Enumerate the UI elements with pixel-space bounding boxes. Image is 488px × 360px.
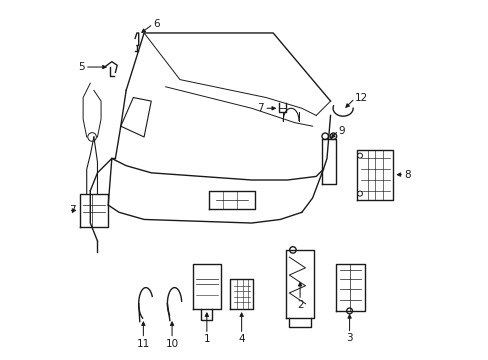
- Text: 4: 4: [238, 334, 244, 344]
- Text: 7: 7: [69, 206, 75, 216]
- Text: 6: 6: [153, 19, 160, 29]
- Text: 10: 10: [165, 338, 178, 348]
- Text: 7: 7: [257, 103, 264, 113]
- Text: 8: 8: [403, 170, 410, 180]
- Text: 2: 2: [296, 300, 303, 310]
- Text: 5: 5: [78, 62, 85, 72]
- Text: 3: 3: [346, 333, 352, 343]
- Text: 11: 11: [137, 338, 150, 348]
- Text: 1: 1: [203, 334, 210, 344]
- Text: 12: 12: [354, 93, 367, 103]
- Text: 9: 9: [338, 126, 345, 135]
